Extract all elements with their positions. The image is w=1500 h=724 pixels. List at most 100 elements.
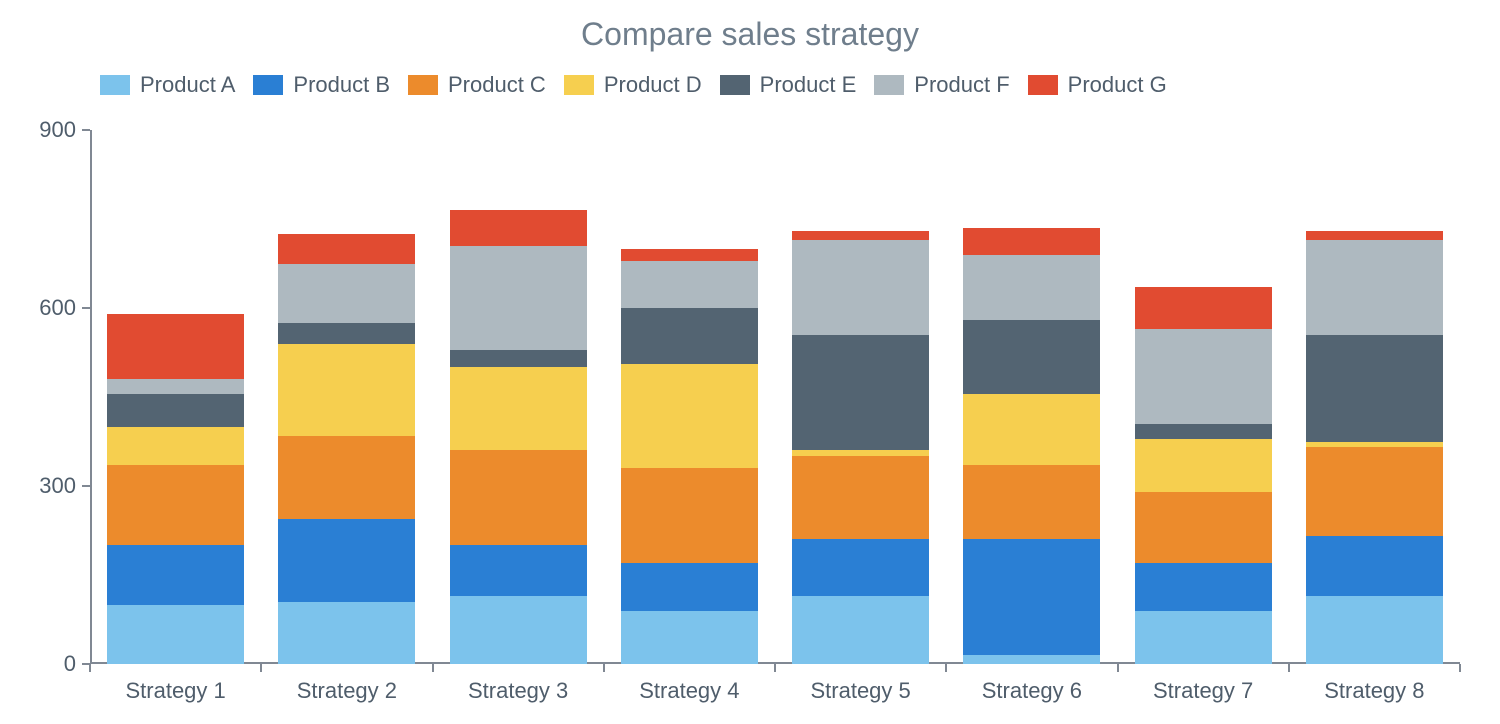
x-category-label: Strategy 6 xyxy=(982,678,1082,704)
bar-segment xyxy=(963,394,1100,465)
bar-slot xyxy=(604,130,775,664)
legend-label: Product G xyxy=(1068,72,1167,98)
bar-segment xyxy=(621,261,758,308)
x-tick xyxy=(432,664,434,672)
x-tick xyxy=(260,664,262,672)
bar-segment xyxy=(107,545,244,604)
bar-segment xyxy=(107,605,244,664)
bar-segment xyxy=(450,596,587,664)
bar-slot xyxy=(1289,130,1460,664)
legend-label: Product C xyxy=(448,72,546,98)
bar-segment xyxy=(621,563,758,610)
legend-item: Product C xyxy=(408,72,546,98)
bar-segment xyxy=(107,379,244,394)
bar-slot xyxy=(433,130,604,664)
bar-segment xyxy=(621,308,758,364)
bar-segment xyxy=(792,596,929,664)
bar-segment xyxy=(1135,492,1272,563)
bar-segment xyxy=(792,335,929,451)
bar-segment xyxy=(963,320,1100,394)
y-tick-label: 0 xyxy=(64,651,76,677)
bar-segment xyxy=(1135,287,1272,329)
bar-segment xyxy=(1306,447,1443,536)
bar-segment xyxy=(792,539,929,595)
bar-segment xyxy=(621,611,758,664)
bar-segment xyxy=(107,427,244,466)
bar-segment xyxy=(278,264,415,323)
bar-slot xyxy=(261,130,432,664)
y-tick-label: 600 xyxy=(39,295,76,321)
x-tick xyxy=(89,664,91,672)
legend-label: Product A xyxy=(140,72,235,98)
bar-segment xyxy=(621,468,758,563)
bar-segment xyxy=(1135,563,1272,610)
bar-segment xyxy=(1306,231,1443,240)
bar-segment xyxy=(450,367,587,450)
bar-segment xyxy=(963,465,1100,539)
legend-swatch xyxy=(1028,75,1058,95)
stacked-bar xyxy=(278,130,415,664)
bar-segment xyxy=(107,314,244,379)
plot-area: 0300600900 Strategy 1Strategy 2Strategy … xyxy=(90,130,1460,664)
legend-item: Product B xyxy=(253,72,390,98)
bar-segment xyxy=(621,364,758,468)
bar-segment xyxy=(1306,596,1443,664)
x-category-label: Strategy 2 xyxy=(297,678,397,704)
stacked-bar xyxy=(621,130,758,664)
bar-segment xyxy=(1135,424,1272,439)
bar-segment xyxy=(1306,335,1443,442)
bar-segment xyxy=(278,519,415,602)
x-tick xyxy=(774,664,776,672)
y-tick-label: 900 xyxy=(39,117,76,143)
legend-label: Product D xyxy=(604,72,702,98)
bar-slot xyxy=(1118,130,1289,664)
x-tick xyxy=(1117,664,1119,672)
legend-swatch xyxy=(408,75,438,95)
y-tick xyxy=(82,129,90,131)
bar-segment xyxy=(1135,611,1272,664)
legend-swatch xyxy=(564,75,594,95)
bar-segment xyxy=(278,344,415,436)
bars-container xyxy=(90,130,1460,664)
bar-segment xyxy=(450,545,587,595)
bar-segment xyxy=(1135,439,1272,492)
legend-item: Product G xyxy=(1028,72,1167,98)
bar-segment xyxy=(450,246,587,350)
bar-segment xyxy=(792,231,929,240)
x-category-label: Strategy 7 xyxy=(1153,678,1253,704)
bar-segment xyxy=(278,602,415,664)
bar-segment xyxy=(963,255,1100,320)
legend-label: Product F xyxy=(914,72,1009,98)
bar-segment xyxy=(107,394,244,427)
bar-segment xyxy=(1135,329,1272,424)
bar-segment xyxy=(450,350,587,368)
bar-slot xyxy=(90,130,261,664)
legend-swatch xyxy=(720,75,750,95)
x-tick xyxy=(1459,664,1461,672)
y-tick xyxy=(82,307,90,309)
bar-segment xyxy=(963,539,1100,655)
x-category-label: Strategy 3 xyxy=(468,678,568,704)
legend-label: Product B xyxy=(293,72,390,98)
bar-segment xyxy=(963,655,1100,664)
x-category-label: Strategy 8 xyxy=(1324,678,1424,704)
bar-slot xyxy=(946,130,1117,664)
bar-segment xyxy=(792,450,929,456)
x-category-label: Strategy 1 xyxy=(125,678,225,704)
bar-segment xyxy=(1306,536,1443,595)
bar-segment xyxy=(963,228,1100,255)
stacked-bar-chart: Compare sales strategy Product AProduct … xyxy=(0,0,1500,724)
bar-segment xyxy=(792,456,929,539)
legend-item: Product D xyxy=(564,72,702,98)
x-tick xyxy=(603,664,605,672)
bar-slot xyxy=(775,130,946,664)
y-tick xyxy=(82,485,90,487)
legend-label: Product E xyxy=(760,72,857,98)
legend-swatch xyxy=(874,75,904,95)
bar-segment xyxy=(1306,442,1443,448)
bar-segment xyxy=(278,234,415,264)
bar-segment xyxy=(278,323,415,344)
legend-item: Product A xyxy=(100,72,235,98)
x-tick xyxy=(945,664,947,672)
bar-segment xyxy=(792,240,929,335)
